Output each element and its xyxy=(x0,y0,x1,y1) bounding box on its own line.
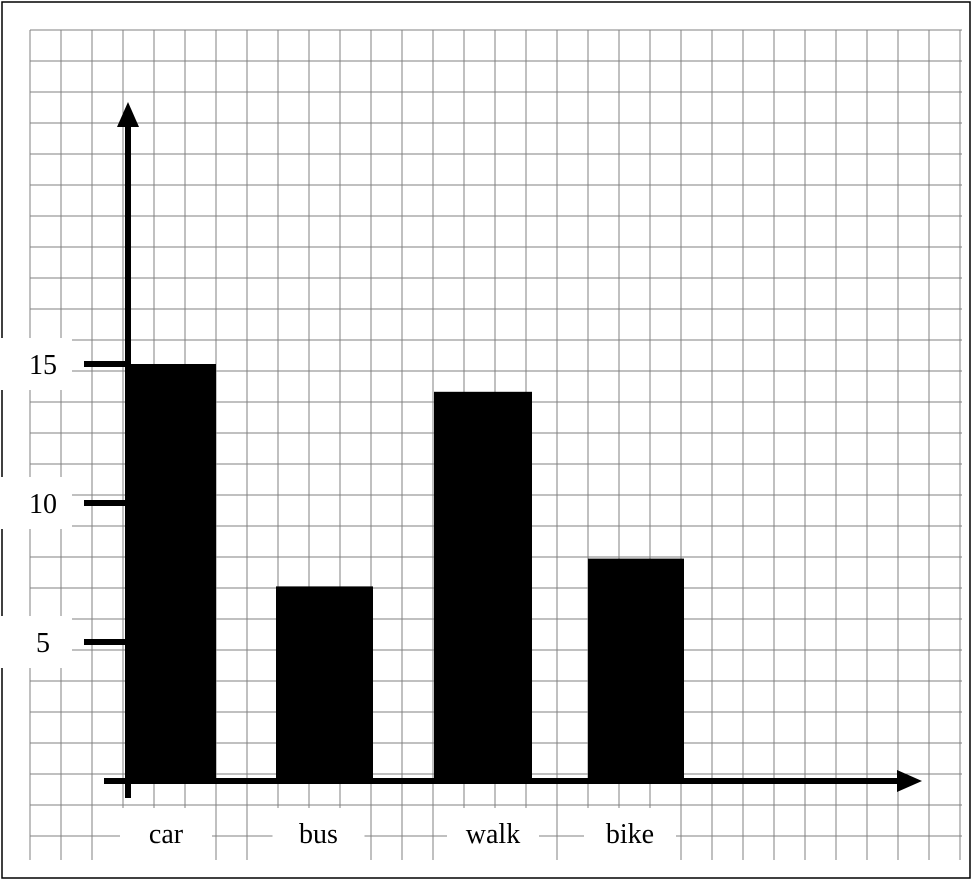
y-tick-label: 5 xyxy=(36,628,50,659)
x-label-bg xyxy=(120,808,212,860)
y-tick-label: 15 xyxy=(29,350,57,381)
y-tick-label: 10 xyxy=(29,489,57,520)
y-tick-label-bg xyxy=(0,477,72,529)
x-label-bg xyxy=(447,808,539,860)
y-ticks-group: 5 10 15 xyxy=(0,338,130,668)
bar-bus xyxy=(276,586,373,781)
bar-walk xyxy=(434,391,532,781)
x-label-walk: walk xyxy=(466,819,520,850)
x-label-bike: bike xyxy=(606,819,654,850)
x-axis-arrow-icon xyxy=(897,770,922,792)
x-label-bg xyxy=(272,808,365,860)
y-tick-label-bg xyxy=(0,616,72,668)
x-label-bg xyxy=(584,808,676,860)
bar-car xyxy=(128,364,216,781)
axes-group xyxy=(104,102,922,798)
bars-group xyxy=(128,364,684,781)
bar-bike xyxy=(588,558,684,781)
y-axis-arrow-icon xyxy=(117,102,139,127)
x-label-car: car xyxy=(149,819,184,850)
x-label-bus: bus xyxy=(299,819,338,850)
y-tick-label-bg xyxy=(0,338,72,390)
x-labels-group: car bus walk bike xyxy=(120,808,676,860)
